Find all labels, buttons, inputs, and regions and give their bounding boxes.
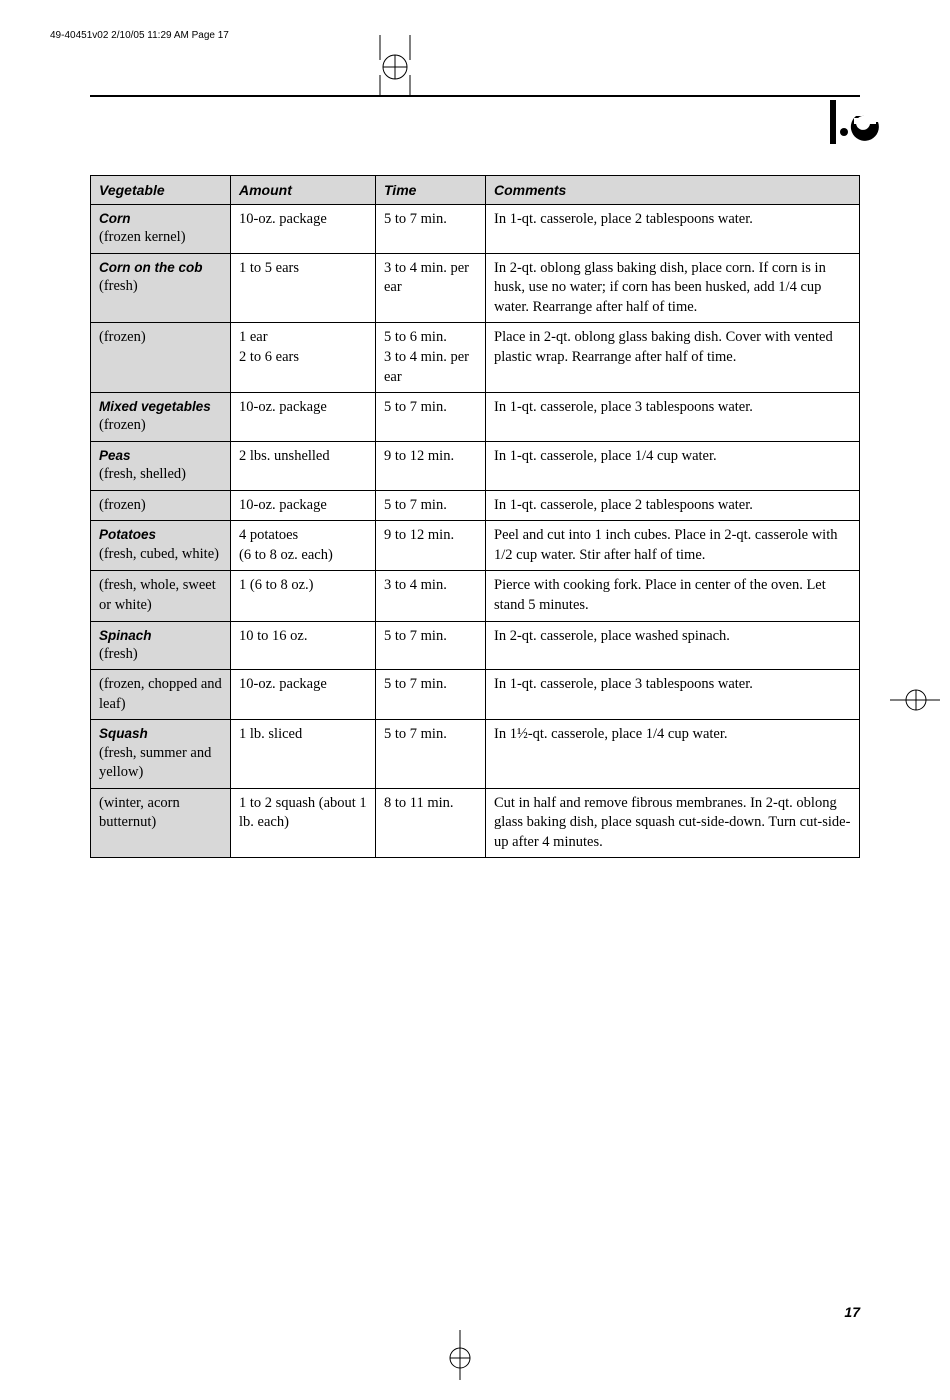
vegetable-group-name: Corn (99, 210, 222, 228)
cell-comments: Peel and cut into 1 inch cubes. Place in… (486, 521, 860, 571)
cell-time: 3 to 4 min. per ear (376, 253, 486, 323)
vegetable-group-name: Spinach (99, 627, 222, 645)
table-row: Peas(fresh, shelled)2 lbs. unshelled9 to… (91, 441, 860, 490)
table-row: Corn(frozen kernel)10-oz. package5 to 7 … (91, 205, 860, 254)
cell-amount: 10-oz. package (231, 490, 376, 521)
cell-amount: 2 lbs. unshelled (231, 441, 376, 490)
hinge-icon (370, 35, 420, 95)
cell-vegetable: (frozen) (91, 490, 231, 521)
cell-comments: Pierce with cooking fork. Place in cente… (486, 571, 860, 621)
cell-comments: In 1-qt. casserole, place 3 tablespoons … (486, 670, 860, 720)
col-comments: Comments (486, 176, 860, 205)
vegetable-variant: (fresh) (99, 645, 222, 665)
cell-time: 3 to 4 min. (376, 571, 486, 621)
vegetable-variant: (fresh, summer and yellow) (99, 744, 222, 783)
cell-comments: In 1½-qt. casserole, place 1/4 cup water… (486, 720, 860, 788)
cell-amount: 1 ear2 to 6 ears (231, 323, 376, 393)
col-vegetable: Vegetable (91, 176, 231, 205)
cell-comments: In 1-qt. casserole, place 2 tablespoons … (486, 205, 860, 254)
col-time: Time (376, 176, 486, 205)
cell-vegetable: Corn(frozen kernel) (91, 205, 231, 254)
table-row: (fresh, whole, sweet or white)1 (6 to 8 … (91, 571, 860, 621)
cell-time: 5 to 7 min. (376, 720, 486, 788)
vegetable-group-name: Squash (99, 725, 222, 743)
cell-time: 9 to 12 min. (376, 521, 486, 571)
cell-time: 8 to 11 min. (376, 788, 486, 858)
table-row: Mixed vegetables(frozen)10-oz. package5 … (91, 393, 860, 442)
cell-amount: 1 lb. sliced (231, 720, 376, 788)
table-row: Potatoes(fresh, cubed, white)4 potatoes(… (91, 521, 860, 571)
vegetable-variant: (fresh) (99, 277, 222, 297)
page-number: 17 (844, 1304, 860, 1320)
table-row: Corn on the cob(fresh)1 to 5 ears3 to 4 … (91, 253, 860, 323)
table-row: (frozen) 1 ear2 to 6 ears5 to 6 min.3 to … (91, 323, 860, 393)
vegetable-variant: (winter, acorn butternut) (99, 794, 222, 833)
cell-amount: 1 to 5 ears (231, 253, 376, 323)
col-amount: Amount (231, 176, 376, 205)
vegetable-group-name: Corn on the cob (99, 259, 222, 277)
table-row: Spinach(fresh)10 to 16 oz.5 to 7 min.In … (91, 621, 860, 670)
cell-time: 5 to 7 min. (376, 393, 486, 442)
cell-amount: 1 (6 to 8 oz.) (231, 571, 376, 621)
top-rule (90, 95, 860, 97)
cell-comments: In 2-qt. oblong glass baking dish, place… (486, 253, 860, 323)
vegetable-variant: (frozen) (99, 496, 222, 516)
cell-time: 9 to 12 min. (376, 441, 486, 490)
vegetable-group-name: Potatoes (99, 526, 222, 544)
cell-vegetable: Spinach(fresh) (91, 621, 231, 670)
cell-vegetable: (frozen) (91, 323, 231, 393)
cell-amount: 10-oz. package (231, 670, 376, 720)
corner-logo-fragment (830, 100, 880, 153)
table-row: Squash(fresh, summer and yellow)1 lb. sl… (91, 720, 860, 788)
print-header: 49-40451v02 2/10/05 11:29 AM Page 17 (50, 30, 229, 41)
table-row: (winter, acorn butternut)1 to 2 squash (… (91, 788, 860, 858)
vegetable-variant: (frozen kernel) (99, 228, 222, 248)
cell-vegetable: Potatoes(fresh, cubed, white) (91, 521, 231, 571)
cell-vegetable: Corn on the cob(fresh) (91, 253, 231, 323)
cell-amount: 10 to 16 oz. (231, 621, 376, 670)
cell-comments: In 2-qt. casserole, place washed spinach… (486, 621, 860, 670)
vegetable-variant: (fresh, cubed, white) (99, 545, 222, 565)
cell-vegetable: Mixed vegetables(frozen) (91, 393, 231, 442)
cell-comments: Place in 2-qt. oblong glass baking dish.… (486, 323, 860, 393)
cell-amount: 4 potatoes(6 to 8 oz. each) (231, 521, 376, 571)
vegetable-variant: (frozen) (99, 416, 222, 436)
cell-comments: Cut in half and remove fibrous membranes… (486, 788, 860, 858)
cell-vegetable: (winter, acorn butternut) (91, 788, 231, 858)
vegetable-variant: (fresh, whole, sweet or white) (99, 576, 222, 615)
vegetable-group-name: Mixed vegetables (99, 398, 222, 416)
cell-vegetable: Squash(fresh, summer and yellow) (91, 720, 231, 788)
cell-vegetable: Peas(fresh, shelled) (91, 441, 231, 490)
cell-time: 5 to 6 min.3 to 4 min. per ear (376, 323, 486, 393)
cell-amount: 10-oz. package (231, 205, 376, 254)
table-row: (frozen, chopped and leaf)10-oz. package… (91, 670, 860, 720)
cell-amount: 1 to 2 squash (about 1 lb. each) (231, 788, 376, 858)
cell-amount: 10-oz. package (231, 393, 376, 442)
cell-time: 5 to 7 min. (376, 621, 486, 670)
crop-mark-right (890, 670, 940, 730)
table-row: (frozen) 10-oz. package5 to 7 min.In 1-qt… (91, 490, 860, 521)
vegetable-group-name: Peas (99, 447, 222, 465)
crop-mark-bottom (430, 1330, 490, 1380)
cell-comments: In 1-qt. casserole, place 1/4 cup water. (486, 441, 860, 490)
vegetable-variant: (frozen, chopped and leaf) (99, 675, 222, 714)
cell-comments: In 1-qt. casserole, place 2 tablespoons … (486, 490, 860, 521)
cell-time: 5 to 7 min. (376, 205, 486, 254)
cooking-table: Vegetable Amount Time Comments Corn(froz… (90, 175, 860, 858)
cell-time: 5 to 7 min. (376, 490, 486, 521)
cell-time: 5 to 7 min. (376, 670, 486, 720)
cell-vegetable: (frozen, chopped and leaf) (91, 670, 231, 720)
cell-vegetable: (fresh, whole, sweet or white) (91, 571, 231, 621)
cell-comments: In 1-qt. casserole, place 3 tablespoons … (486, 393, 860, 442)
vegetable-variant: (fresh, shelled) (99, 465, 222, 485)
vegetable-variant: (frozen) (99, 328, 222, 348)
table-header-row: Vegetable Amount Time Comments (91, 176, 860, 205)
